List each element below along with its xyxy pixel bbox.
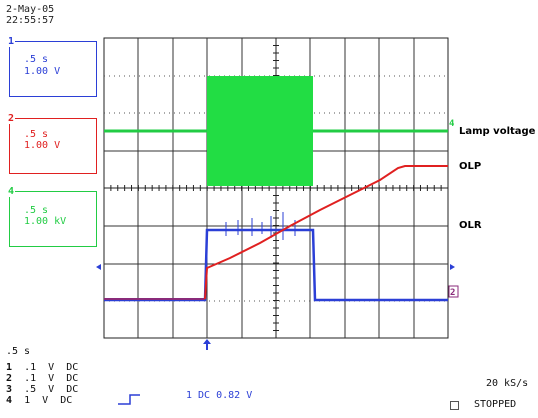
left-level-arrow-icon (96, 264, 101, 270)
channel-4-number: 4 (7, 186, 16, 197)
olp-label: OLP (459, 161, 482, 172)
sample-rate-readout: 20 kS/s (486, 378, 529, 389)
channel-4-timebase: .5 s (24, 205, 49, 216)
channel-2-scale: 1.00 V (24, 140, 61, 151)
olp-trace (204, 165, 448, 300)
channel-2-box[interactable]: 2 .5 s 1.00 V (7, 113, 97, 174)
trigger-edge-icon (118, 394, 140, 405)
channel-row-2: 2 .1 V DC (6, 373, 79, 384)
right-level-arrow-icon (450, 264, 455, 270)
status-indicator-icon (450, 401, 459, 410)
ch2-level-marker: 2 (450, 288, 455, 298)
olr-label: OLR (459, 220, 482, 231)
channel-4-scale: 1.00 kV (24, 216, 67, 227)
timebase-readout: .5 s (6, 346, 31, 357)
channel-1-timebase: .5 s (24, 54, 49, 65)
channel-2-number: 2 (7, 113, 16, 124)
lamp-voltage-label: Lamp voltage (459, 126, 536, 137)
date-readout: 2-May-05 (6, 4, 55, 15)
channel-4-box[interactable]: 4 .5 s 1.00 kV (7, 186, 97, 247)
trigger-readout: 1 DC 0.82 V (186, 390, 253, 401)
channel-1-scale: 1.00 V (24, 66, 61, 77)
time-readout: 22:55:57 (6, 15, 55, 26)
ch4-level-marker: 4 (449, 119, 455, 129)
channel-1-box[interactable]: 1 .5 s 1.00 V (7, 36, 97, 97)
channel-row-3: 3 .5 V DC (6, 384, 79, 395)
acquisition-status: STOPPED (474, 399, 517, 410)
channel-1-number: 1 (7, 36, 16, 47)
lamp-voltage-burst (207, 76, 313, 186)
channel-row-4: 4 1 V DC (6, 395, 73, 406)
olr-noise (225, 212, 296, 240)
channel-row-1: 1 .1 V DC (6, 362, 79, 373)
channel-2-timebase: .5 s (24, 129, 49, 140)
